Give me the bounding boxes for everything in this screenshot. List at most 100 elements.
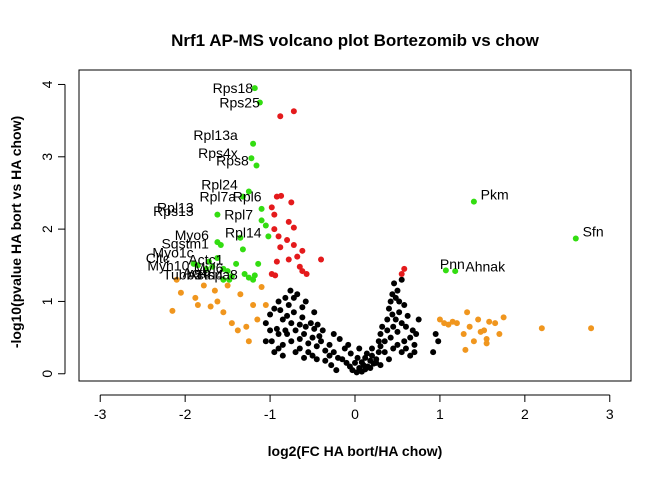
chart-title: Nrf1 AP-MS volcano plot Bortezomib vs ch… (171, 31, 540, 50)
point-label: Pkm (481, 186, 509, 202)
data-point-orange (445, 321, 452, 328)
data-point-black (287, 287, 294, 294)
data-point-black (326, 341, 333, 348)
data-point-orange (481, 327, 488, 334)
data-point-green (217, 242, 224, 249)
data-point-black (301, 330, 308, 337)
data-point-green (214, 211, 221, 218)
data-point-red (294, 253, 301, 260)
point-label: Actb (183, 265, 211, 281)
data-point-black (368, 345, 375, 352)
data-point-green (226, 276, 233, 283)
data-point-black (347, 350, 354, 357)
data-point-red (271, 226, 278, 233)
data-point-green (239, 246, 246, 253)
data-point-orange (500, 314, 507, 321)
data-point-orange (228, 320, 235, 327)
data-point-orange (453, 320, 460, 327)
data-point-black (402, 323, 409, 330)
data-point-orange (245, 338, 252, 345)
data-point-orange (466, 323, 473, 330)
data-point-black (299, 314, 306, 321)
x-axis-label: log2(FC HA bort/HA chow) (268, 443, 443, 459)
data-point-red (296, 263, 303, 270)
data-point-red (398, 270, 405, 277)
data-point-black (390, 323, 397, 330)
data-point-black (362, 354, 369, 361)
data-point-black (354, 354, 361, 361)
data-point-black (290, 309, 297, 316)
data-point-green (572, 235, 579, 242)
data-point-black (384, 316, 391, 323)
data-point-red (272, 272, 279, 279)
data-point-black (267, 311, 274, 318)
data-point-orange (492, 320, 499, 327)
data-point-red (277, 244, 284, 251)
data-point-green (233, 260, 240, 267)
data-point-black (387, 334, 394, 341)
point-label: Rps18 (213, 80, 254, 96)
data-point-black (345, 341, 352, 348)
data-point-green (190, 260, 197, 267)
point-label: Myo6 (175, 227, 209, 243)
data-point-green (258, 205, 265, 212)
point-label: Rpl24 (201, 176, 238, 192)
data-point-black (377, 343, 384, 350)
data-point-green (241, 270, 248, 277)
point-label: Rpl6 (233, 189, 262, 205)
data-point-green (256, 99, 263, 106)
data-point-green (452, 268, 459, 275)
point-label: Hspa8 (197, 267, 238, 283)
data-point-orange (177, 289, 184, 296)
point-label: Myl6 (194, 260, 224, 276)
data-point-orange (224, 282, 231, 289)
point-label: Rpl13 (157, 199, 194, 215)
data-point-black (401, 302, 408, 309)
data-point-black (282, 294, 289, 301)
data-point-black (288, 320, 295, 327)
point-label: Rpl13a (193, 127, 238, 143)
data-point-black (311, 325, 318, 332)
point-label: Actn4 (188, 267, 224, 283)
data-point-black (268, 338, 275, 345)
data-point-black (390, 345, 397, 352)
point-label: Ahnak (465, 259, 506, 275)
data-point-black (432, 330, 439, 337)
data-point-black (352, 359, 358, 366)
data-point-black (335, 354, 342, 361)
data-point-black (279, 352, 286, 359)
data-point-red (290, 108, 297, 115)
data-point-orange (214, 298, 221, 305)
data-point-black (411, 349, 418, 356)
data-point-orange (211, 287, 218, 294)
data-point-black (367, 364, 374, 371)
data-point-green (250, 276, 257, 283)
data-point-black (319, 327, 326, 334)
data-point-black (285, 302, 292, 309)
data-point-red (285, 256, 292, 263)
data-point-black (262, 320, 269, 327)
y-axis: 0 1 2 3 4 (39, 80, 66, 378)
data-point-red (275, 233, 282, 240)
data-point-black (292, 349, 299, 356)
data-point-black (316, 333, 323, 340)
data-point-green (220, 276, 227, 283)
data-point-black (407, 352, 414, 359)
data-point-green (442, 267, 449, 274)
data-point-black (394, 287, 401, 294)
point-label: Rps25 (219, 95, 260, 111)
y-tick-label: 4 (39, 80, 55, 88)
data-point-black (279, 341, 286, 348)
data-point-orange (262, 302, 269, 309)
point-label: Rps4x (198, 145, 238, 161)
data-point-green (258, 217, 265, 224)
data-point-black (284, 312, 291, 319)
data-point-orange (207, 303, 214, 310)
data-point-black (296, 345, 303, 352)
data-point-black (302, 298, 309, 305)
data-point-orange (462, 346, 469, 353)
data-point-orange (243, 323, 250, 330)
y-axis-label: -log10(pvalue HA bort vs HA chow) (8, 116, 24, 348)
